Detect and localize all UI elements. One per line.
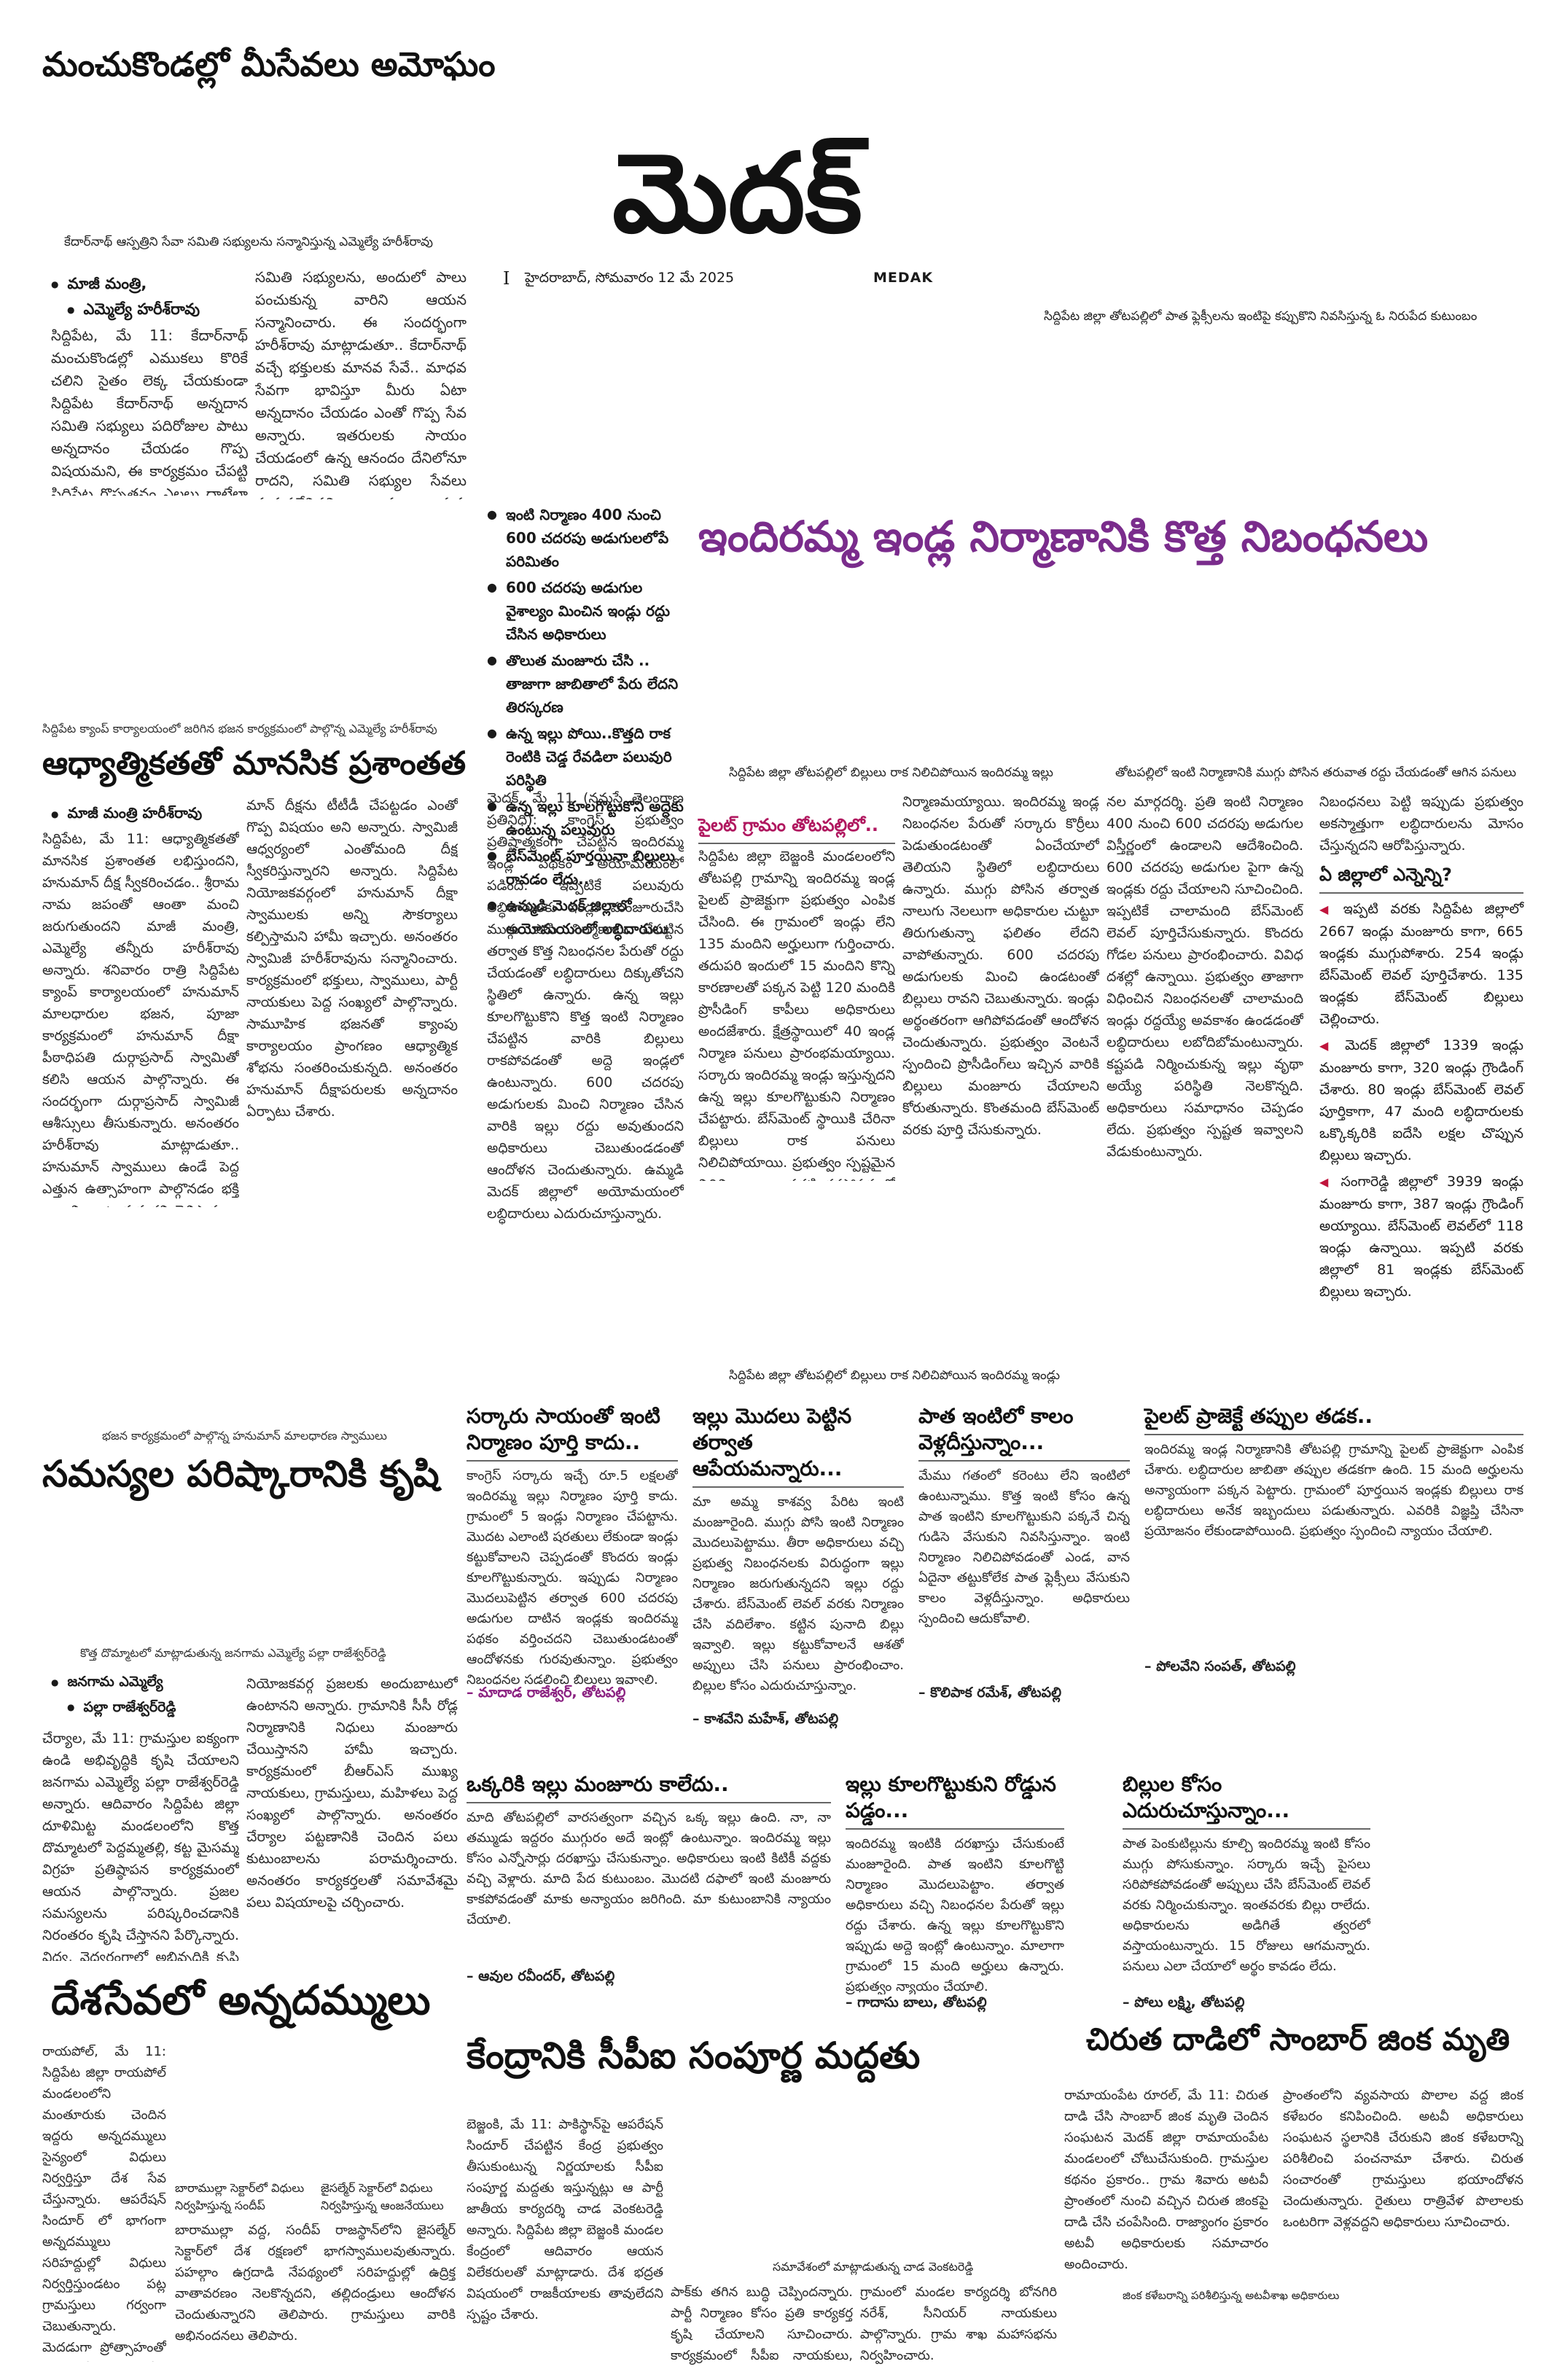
kedarnath-col-1: సిద్దిపేట, మే 11: కేదార్‌నాథ్ మంచుకొండల్… — [51, 327, 248, 496]
voice-text: ఇందిరమ్మ ఇంటికి దరఖాస్తు చేసుకుంటే మంజూర… — [846, 1836, 1064, 1994]
voice-title[interactable]: ఒక్కరికి ఇల్లు మంజూరు కాలేదు.. — [467, 1771, 831, 1803]
indiramma-headline[interactable]: ఇందిరమ్మ ఇండ్ల నిర్మాణానికి కొత్త నిబంధన… — [698, 512, 1429, 561]
indiramma-dateline-text: మెదక్, మే 11 (నమస్తే తెలంగాణ ప్రతినిధి):… — [487, 790, 684, 1222]
byline-name: ఎమ్మెల్యే హరీశ్‌రావు — [51, 297, 248, 322]
voice-title[interactable]: బిల్లుల కోసం ఎదురుచూస్తున్నాం... — [1123, 1771, 1370, 1830]
top-headline[interactable]: మంచుకొండల్లో మీసేవలు అమోఘం — [42, 44, 496, 84]
spiritual-col-2: మాన్ దీక్షను టీటీడీ చేపట్టడం ఎంతో గొప్ప … — [246, 797, 458, 1120]
soldiers-col-1: రాయపోల్, మే 11: సిద్దిపేట జిల్లా రాయపోల్… — [42, 2044, 166, 2362]
voice-box-2: ఇల్లు మొదలు పెట్టిన తర్వాత ఆపేయమన్నారు..… — [692, 1403, 904, 1731]
voice-box-7: బిల్లుల కోసం ఎదురుచూస్తున్నాం... పాత పెం… — [1123, 1771, 1370, 2014]
spiritual-col-1: సిద్దిపేట, మే 11: ఆధ్యాత్మికతతో మానసిక ప… — [42, 831, 239, 1207]
deer-col-2: ప్రాంతంలోని వ్యవసాయ పొలాల వద్ద జింక కళేబ… — [1283, 2088, 1523, 2230]
red-bullet-icon: ◀ — [1319, 1175, 1334, 1189]
voice-credit: – ఆవుల రవీందర్, తోటపల్లి — [467, 1968, 615, 1984]
samasyala-col-1: చేర్యాల, మే 11: గ్రామస్తుల ఐక్యంగా ఉండి … — [42, 1731, 239, 1961]
soldiers-col-2: బారాముల్లా వద్ద, సందీప్ రాజస్థాన్‌లోని జ… — [175, 2223, 456, 2344]
dateline: హైదరాబాద్, సోమవారం 12 మే 2025 — [525, 270, 735, 286]
hut-photo-caption: సిద్దిపేట జిల్లా తోటపల్లిలో పాత ఫ్లెక్సీ… — [1044, 309, 1478, 324]
bullet-item: ఉమ్మడి మెదక్ జిల్లాలో అయోమయంలో లబ్ధిదారు… — [487, 894, 691, 940]
bullet-item: బేస్‌మెంట్ పూర్తయినా బిల్లులు రావడం లేదు… — [487, 844, 691, 891]
indiramma-right-text2: నిబంధనలు పెట్టి ఇప్పుడు ప్రభుత్వం అకస్మా… — [1319, 794, 1523, 854]
district-text: మెదక్ జిల్లాలో 1339 ఇండ్లు మంజూరు కాగా, … — [1319, 1037, 1523, 1163]
masthead-title: మెదక్ — [612, 129, 862, 257]
spiritual-byline: మాజీ మంత్రి హరీశ్‌రావు — [51, 800, 202, 827]
kedarnath-byline: మాజీ మంత్రి, ఎమ్మెల్యే హరీశ్‌రావు — [51, 271, 248, 322]
bullet-item: 600 చదరపు అడుగుల వైశాల్యం మించిన ఇండ్లు … — [487, 576, 691, 646]
red-bullet-icon: ◀ — [1319, 1039, 1338, 1053]
hanuman-kicker: భజన కార్యక్రమంలో పాల్గొన్న హనుమాన్ మాలధా… — [102, 1429, 387, 1443]
voice-box-3: పాత ఇంటిలో కాలం వెళ్లదీస్తున్నాం... మేము… — [918, 1403, 1130, 1704]
cpi-col-3: గ్రామంలో మండల కార్యదర్శి బోనగిరి నరేశ్, … — [860, 2285, 1057, 2363]
byline-role: జనగామ ఎమ్మెల్యే — [51, 1669, 270, 1695]
rajeshwar-kicker: కొత్త దొమ్మాటలో మాట్లాడుతున్న జనగామ ఎమ్మ… — [80, 1646, 386, 1660]
voice-box-4: పైలట్ ప్రాజెక్టే తప్పుల తడక.. ఇందిరమ్మ ఇ… — [1144, 1403, 1523, 1678]
voice-text: మేము గతంలో కరెంటు లేని ఇంటిలో ఉంటున్నాము… — [918, 1468, 1130, 1626]
voice-text: మాది తోటపల్లిలో వారసత్వంగా వచ్చిన ఒక్క ఇ… — [467, 1810, 831, 1927]
spiritual-kicker: సిద్దిపేట క్యాంప్ కార్యాలయంలో జరిగిన భజన… — [42, 722, 437, 736]
pilot-text: సిద్దిపేట జిల్లా బెజ్జంకి మండలంలోని తోటప… — [698, 848, 895, 1181]
district-item: ◀ ఇప్పటి వరకు సిద్దిపేట జిల్లాలో 2667 ఇండ… — [1319, 898, 1523, 1030]
voice-text: కాంగ్రెస్ సర్కారు ఇచ్చే రూ.5 లక్షలతో ఇంద… — [467, 1468, 678, 1685]
byline-name: పల్లా రాజేశ్వర్‌రెడ్డి — [51, 1695, 270, 1720]
voice-box-6: ఇల్లు కూలగొట్టుకుని రోడ్డున పడ్డం... ఇంద… — [846, 1771, 1064, 2014]
voice-box-5: ఒక్కరికి ఇల్లు మంజూరు కాలేదు.. మాది తోటప… — [467, 1771, 831, 1988]
pilot-subhead: పైలట్ గ్రామం తోటపల్లిలో.. — [698, 815, 895, 844]
byline-role: మాజీ మంత్రి, — [51, 271, 248, 297]
district-item: ◀ మెదక్ జిల్లాలో 1339 ఇండ్లు మంజూరు కాగా,… — [1319, 1034, 1523, 1166]
voice-credit: – మాదాడ రాజేశ్వర్, తోటపల్లి — [467, 1685, 626, 1701]
photo2-caption: తోటపల్లిలో ఇంటి నిర్మాణానికి ముగ్గు పోసి… — [1115, 765, 1517, 780]
bottom-photo-caption: సిద్దిపేట జిల్లా తోటపల్లిలో బిల్లులు రాక… — [729, 1368, 1061, 1383]
districts-title: ఏ జిల్లాలో ఎన్నెన్ని? — [1319, 865, 1523, 894]
voice-title[interactable]: పాత ఇంటిలో కాలం వెళ్లదీస్తున్నాం... — [918, 1403, 1130, 1462]
soldiers-headline[interactable]: దేశసేవలో అన్నదమ్ములు — [51, 1977, 431, 2024]
deer-headline[interactable]: చిరుత దాడిలో సాంబార్ జింక మృతి — [1086, 2021, 1510, 2057]
voice-text: ఇందిరమ్మ ఇండ్ల నిర్మాణానికి తోటపల్లి గ్ర… — [1144, 1442, 1523, 1539]
indiramma-bullets: ఇంటి నిర్మాణం 400 నుంచి 600 చదరపు అడుగుల… — [487, 503, 691, 943]
rajeshwar-byline: జనగామ ఎమ్మెల్యే పల్లా రాజేశ్వర్‌రెడ్డి — [51, 1669, 270, 1720]
voice-credit: – పోలవేని సంపత్, తోటపల్లి — [1144, 1658, 1296, 1674]
soldier2-caption: జైసల్మేర్ సెక్టార్‌లో విధులు నిర్వహిస్తు… — [321, 2181, 444, 2212]
deer-col-1: రామాయంపేట రూరల్, మే 11: చిరుత దాడి చేసి … — [1064, 2088, 1268, 2272]
voice-title[interactable]: పైలట్ ప్రాజెక్టే తప్పుల తడక.. — [1144, 1403, 1523, 1435]
district-text: ఇప్పటి వరకు సిద్దిపేట జిల్లాలో 2667 ఇండ్… — [1319, 901, 1523, 1027]
cpi-col-1: బెజ్జంకి, మే 11: పాకిస్థాన్‌పై ఆపరేషన్ స… — [467, 2117, 663, 2322]
bullet-item: తొలుత మంజూరు చేసి .. తాజాగా జాబితాలో పేర… — [487, 649, 691, 719]
kedarnath-photo-caption: కేదార్‌నాథ్ ఆస్పత్రిని సేవా సమితి సభ్యుల… — [64, 235, 433, 249]
voice-box-1: సర్కారు సాయంతో ఇంటి నిర్మాణం పూర్తి కాదు… — [467, 1403, 678, 1704]
voice-text: పాత పెంకుటిల్లును కూల్చి ఇందిరమ్మ ఇంటి క… — [1123, 1836, 1370, 1974]
bullet-item: ఉన్న ఇల్లు కూలగొట్టుకొని అద్దెకు ఉంటున్న… — [487, 795, 691, 841]
photo1-caption: సిద్దిపేట జిల్లా తోటపల్లిలో బిల్లులు రాక… — [729, 765, 1053, 780]
voice-credit: – పోలు లక్ష్మి, తోటపల్లి — [1123, 1994, 1245, 2010]
samasyala-headline[interactable]: సమస్యల పరిష్కారానికి కృషి — [42, 1453, 440, 1495]
bullet-item: ఉన్న ఇల్లు పోయి..కొత్తది రాక రెంటికి చెడ… — [487, 722, 691, 792]
red-bullet-icon: ◀ — [1319, 902, 1336, 916]
kedarnath-col-2: సమితి సభ్యులను, అందులో పాలు పంచుకున్న వా… — [255, 268, 467, 499]
cpi-headline[interactable]: కేంద్రానికి సీపీఐ సంపూర్ణ మద్దతు — [467, 2034, 921, 2077]
voice-credit: – కొలిపాక రమేశ్, తోటపల్లి — [918, 1685, 1062, 1701]
edition-label: MEDAK — [873, 270, 934, 286]
district-text: సంగారెడ్డి జిల్లాలో 3939 ఇండ్లు మంజూరు క… — [1319, 1174, 1523, 1300]
cpi-col-2: పాక్‌కు తగిన బుద్ధి చెప్పిందన్నారు. పార్… — [671, 2285, 853, 2363]
indiramma-mid-text: నిర్మాణమయ్యాయి. ఇందిరమ్మ ఇండ్ల నిబంధనల ప… — [902, 794, 1099, 1138]
cpi-photo-caption: సమావేశంలో మాట్లాడుతున్న చాడ వెంకటరెడ్డి — [773, 2260, 974, 2274]
indiramma-right-text: నల మార్గదర్శి. ప్రతి ఇంటి నిర్మాణం 400 న… — [1107, 794, 1303, 1160]
samasyala-col-2: నియోజకవర్గ ప్రజలకు అందుబాటులో ఉంటానని అన… — [246, 1676, 458, 1911]
voice-credit: – గాదాసు బాలు, తోటపల్లి — [846, 1994, 987, 2010]
soldier1-caption: బారాముల్లా సెక్టార్‌లో విధులు నిర్వహిస్త… — [175, 2181, 305, 2212]
voice-title[interactable]: ఇల్లు మొదలు పెట్టిన తర్వాత ఆపేయమన్నారు..… — [692, 1403, 904, 1488]
district-item: ◀ సంగారెడ్డి జిల్లాలో 3939 ఇండ్లు మంజూరు … — [1319, 1171, 1523, 1303]
voice-title[interactable]: ఇల్లు కూలగొట్టుకుని రోడ్డున పడ్డం... — [846, 1771, 1064, 1830]
voice-title[interactable]: సర్కారు సాయంతో ఇంటి నిర్మాణం పూర్తి కాదు… — [467, 1403, 678, 1462]
bullet-item: ఇంటి నిర్మాణం 400 నుంచి 600 చదరపు అడుగుల… — [487, 503, 691, 573]
voice-text: మా అమ్మ కాశవ్వ పేరిట ఇంటి మంజూరైంది. ముగ… — [692, 1494, 904, 1693]
deer-photo-caption: జింక కళేబరాన్ని పరిశీలిస్తున్న అటవీశాఖ అ… — [1123, 2289, 1340, 2302]
districts-box: ఏ జిల్లాలో ఎన్నెన్ని? ◀ ఇప్పటి వరకు సిద్ద… — [1319, 865, 1523, 1303]
voice-credit: – కాశవేని మహేశ్, తోటపల్లి — [692, 1711, 839, 1727]
spiritual-headline[interactable]: ఆధ్యాత్మికతతో మానసిక ప్రశాంతత — [42, 745, 467, 782]
issue-marker: I — [503, 268, 510, 289]
